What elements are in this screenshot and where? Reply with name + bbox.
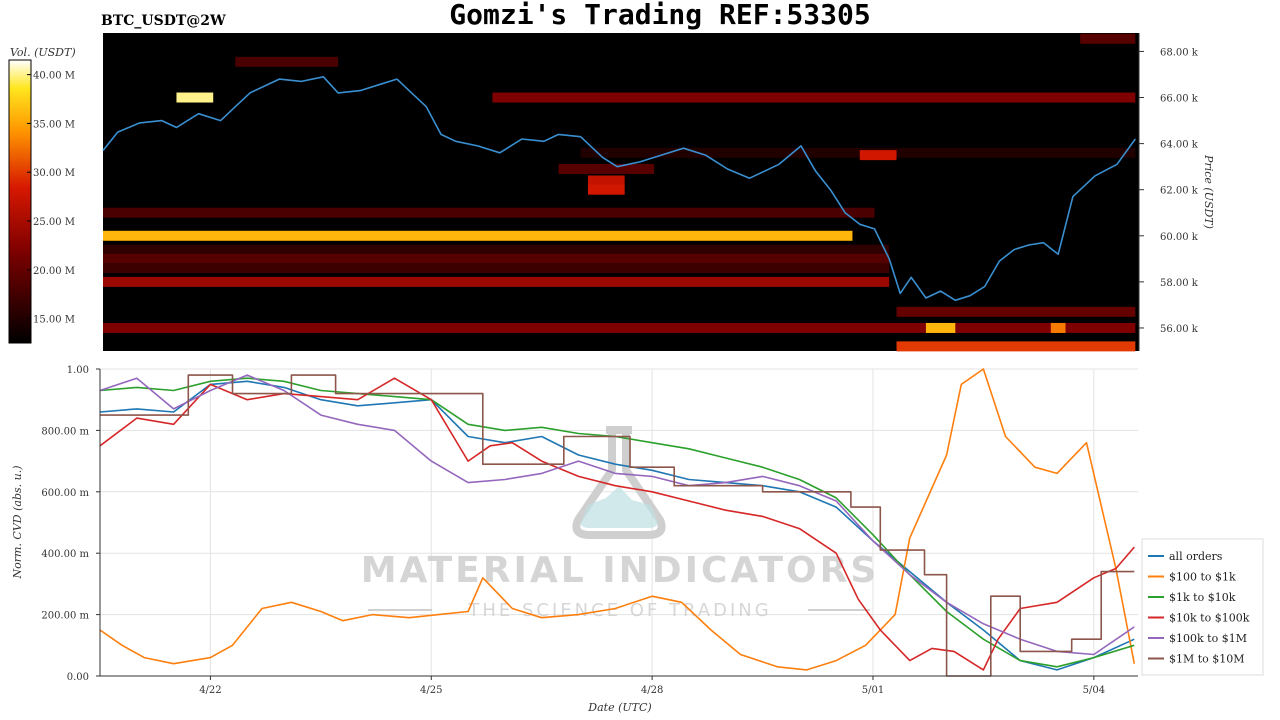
heatmap-band — [235, 56, 339, 67]
cvd-x-tick-label: 4/25 — [420, 685, 442, 696]
chart-title: Gomzi's Trading REF:53305 — [449, 0, 870, 31]
heatmap-band — [859, 150, 897, 161]
price-tick-label: 66.00 k — [1160, 94, 1199, 105]
heatmap-band — [103, 253, 890, 264]
colorbar-scale — [8, 59, 32, 344]
cvd-y-tick-label: 1.00 — [67, 365, 89, 376]
colorbar: 15.00 M 20.00 M 25.00 M 30.00 M 35.00 M 40.00… — [8, 46, 76, 344]
legend-box — [1141, 538, 1264, 676]
cvd-x-tick-label: 4/22 — [199, 685, 221, 696]
legend-item-label: $100k to $1M — [1169, 632, 1247, 645]
heatmap-band — [103, 244, 890, 255]
price-tick-label: 62.00 k — [1160, 186, 1199, 197]
colorbar-tick-label: 35.00 M — [33, 119, 75, 130]
colorbar-tick-label: 40.00 M — [33, 71, 75, 82]
heatmap-band — [896, 306, 1136, 317]
watermark-tagline: THE SCIENCE OF TRADING — [467, 600, 771, 621]
flask-icon — [572, 426, 666, 539]
cvd-y-tick-label: 800.00 m — [41, 426, 89, 437]
heatmap-band — [558, 163, 655, 174]
heatmap-band — [176, 92, 214, 103]
heatmap-band — [103, 263, 890, 274]
heatmap-panel: 56.00 k 58.00 k 60.00 k 62.00 k 64.00 k 66.00… — [102, 33, 1215, 352]
cvd-x-tick-label: 5/01 — [862, 685, 884, 696]
price-tick-label: 64.00 k — [1160, 140, 1199, 151]
heatmap-band — [103, 276, 890, 287]
cvd-y-tick-label: 0.00 — [67, 672, 89, 683]
price-tick-label: 68.00 k — [1160, 47, 1199, 58]
legend-item-label: $100 to $1k — [1169, 571, 1236, 584]
heatmap-band — [1080, 33, 1136, 44]
colorbar-tick-label: 25.00 M — [33, 217, 75, 228]
heatmap-band — [925, 322, 956, 333]
price-axis-label: Price (USDT) — [1202, 154, 1215, 229]
price-tick-label: 58.00 k — [1160, 278, 1199, 289]
cvd-series-line — [99, 368, 1136, 671]
cvd-y-tick-label: 400.00 m — [41, 549, 89, 560]
colorbar-tick-label: 30.00 M — [33, 168, 75, 179]
heatmap-band — [580, 147, 1136, 158]
cvd-y-tick-label: 600.00 m — [41, 488, 89, 499]
cvd-series-line — [100, 374, 1135, 677]
price-tick-label: 56.00 k — [1160, 324, 1199, 335]
cvd-series-line — [99, 374, 1135, 656]
legend-item-label: $1M to $10M — [1169, 653, 1245, 666]
heatmap-band — [103, 322, 1136, 333]
legend-item-label: $10k to $100k — [1169, 612, 1250, 625]
price-line — [102, 76, 1136, 302]
colorbar-tick-label: 15.00 M — [33, 315, 75, 326]
legend[interactable]: all orders $100 to $1k $1k to $10k $10k to … — [1141, 538, 1264, 676]
cvd-x-axis-label: Date (UTC) — [587, 701, 651, 714]
cvd-x-tick-label: 5/04 — [1083, 685, 1105, 696]
colorbar-tick-label: 20.00 M — [33, 266, 75, 277]
cvd-y-tick-label: 200.00 m — [41, 611, 89, 622]
heatmap-band — [103, 207, 875, 218]
heatmap-band — [492, 92, 1136, 103]
cvd-panel: MATERIAL INDICATORS THE SCIENCE OF TRADI… — [11, 365, 1138, 714]
heatmap-band — [587, 175, 625, 186]
colorbar-label: Vol. (USDT) — [10, 46, 76, 59]
watermark: MATERIAL INDICATORS THE SCIENCE OF TRADI… — [361, 426, 880, 621]
heatmap-band — [1050, 322, 1066, 333]
heatmap-band — [587, 184, 625, 195]
cvd-y-axis-label: Norm. CVD (abs. u.) — [11, 465, 24, 579]
price-tick-label: 60.00 k — [1160, 232, 1199, 243]
heatmap-band — [103, 230, 853, 241]
ticker-label: BTC_USDT@2W — [101, 13, 226, 29]
cvd-x-tick-label: 4/28 — [641, 685, 663, 696]
legend-item-label: all orders — [1169, 550, 1223, 563]
watermark-name: MATERIAL INDICATORS — [361, 550, 880, 591]
heatmap-band — [896, 341, 1136, 352]
legend-item-label: $1k to $10k — [1169, 591, 1236, 604]
